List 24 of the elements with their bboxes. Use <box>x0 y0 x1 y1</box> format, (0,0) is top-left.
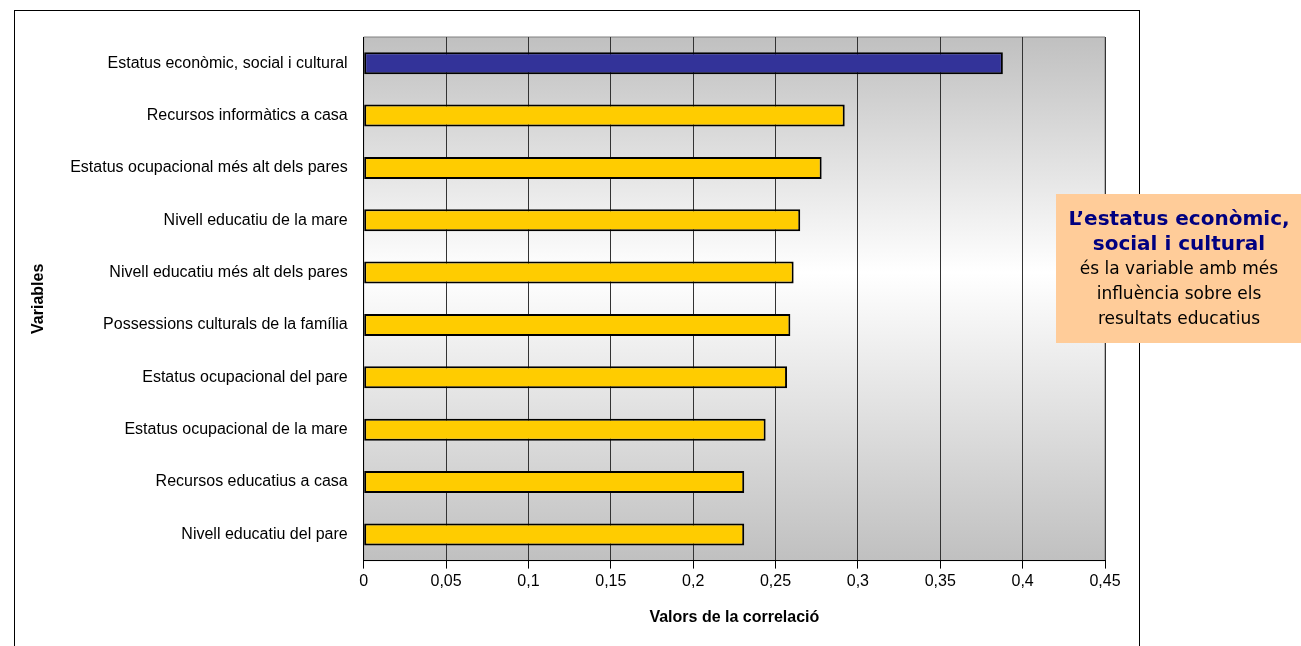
y-tick-label: Nivell educatiu del pare <box>181 524 348 542</box>
y-tick-label: Recursos educatius a casa <box>155 472 348 490</box>
x-axis-title: Valors de la correlació <box>649 607 820 625</box>
x-tick-label: 0,4 <box>1011 571 1034 589</box>
y-tick-label: Possessions culturals de la família <box>103 315 348 333</box>
y-tick-label: Estatus ocupacional més alt dels pares <box>70 158 348 176</box>
y-tick-label: Estatus ocupacional de la mare <box>124 420 348 438</box>
x-tick-label: 0,2 <box>682 571 705 589</box>
x-tick-label: 0,15 <box>595 571 627 589</box>
annotation: és la variable amb més influència sobre els resultats educatius <box>1078 257 1280 330</box>
annotation: L’estatus econòmic, social i cultural <box>1067 206 1291 256</box>
y-tick-label: Estatus ocupacional del pare <box>142 367 348 385</box>
x-tick-label: 0,35 <box>924 571 956 589</box>
x-tick-label: 0,25 <box>759 571 792 589</box>
x-tick-label: 0 <box>359 571 369 589</box>
x-tick-label: 0,3 <box>846 571 870 589</box>
x-tick-label: 0,1 <box>517 571 540 589</box>
y-axis-title: Variables <box>29 263 47 334</box>
y-tick-label: Estatus econòmic, social i cultural <box>107 53 348 71</box>
x-tick-label: 0,05 <box>430 571 462 589</box>
y-tick-label: Nivell educatiu de la mare <box>163 210 348 228</box>
x-tick-label: 0,45 <box>1089 571 1121 589</box>
y-tick-label: Nivell educatiu més alt dels pares <box>109 263 348 281</box>
y-tick-label: Recursos informàtics a casa <box>146 105 348 123</box>
